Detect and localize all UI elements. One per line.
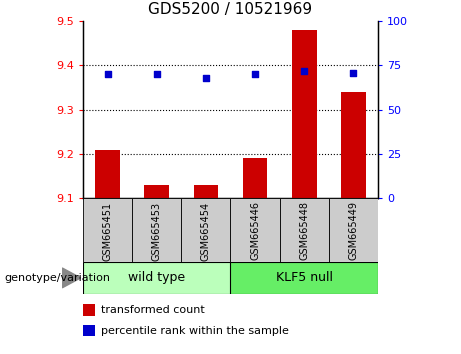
Text: GSM665449: GSM665449 [349, 201, 359, 261]
Bar [329, 198, 378, 262]
Text: wild type: wild type [128, 272, 185, 284]
Bar [292, 30, 317, 198]
Text: KLF5 null: KLF5 null [276, 272, 333, 284]
Point [202, 75, 210, 81]
Title: GDS5200 / 10521969: GDS5200 / 10521969 [148, 2, 313, 17]
Point [153, 72, 160, 77]
Bar [243, 158, 267, 198]
Text: genotype/variation: genotype/variation [5, 273, 111, 283]
Point [251, 72, 259, 77]
Text: GSM665451: GSM665451 [102, 201, 112, 261]
Bar [144, 185, 169, 198]
Text: GSM665448: GSM665448 [299, 201, 309, 261]
Bar [230, 198, 280, 262]
Bar [194, 185, 218, 198]
Text: GSM665454: GSM665454 [201, 201, 211, 261]
Bar [95, 149, 120, 198]
Point [350, 70, 357, 75]
Bar [341, 92, 366, 198]
Text: transformed count: transformed count [100, 305, 204, 315]
Bar [83, 304, 95, 316]
Polygon shape [62, 268, 81, 288]
Bar [83, 262, 230, 294]
Point [104, 72, 111, 77]
Bar [132, 198, 181, 262]
Bar [83, 325, 95, 336]
Text: GSM665446: GSM665446 [250, 201, 260, 261]
Point [301, 68, 308, 74]
Text: percentile rank within the sample: percentile rank within the sample [100, 326, 289, 336]
Bar [230, 262, 378, 294]
Bar [83, 198, 132, 262]
Bar [280, 198, 329, 262]
Bar [181, 198, 230, 262]
Text: GSM665453: GSM665453 [152, 201, 162, 261]
